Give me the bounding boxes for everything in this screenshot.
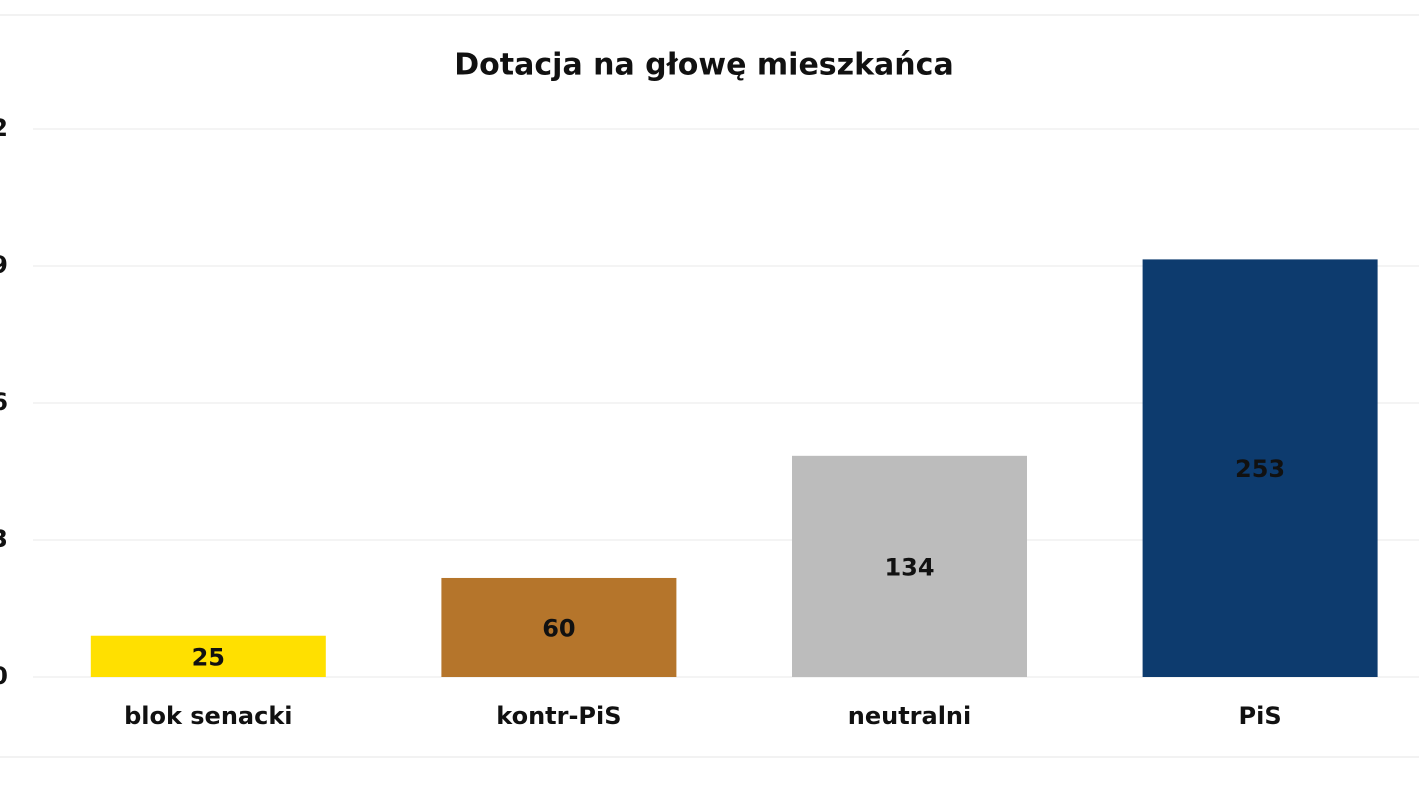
y-tick-label: 249	[0, 251, 8, 279]
value-label: 60	[542, 614, 575, 642]
bar	[441, 577, 677, 677]
y-tick-label: 332	[0, 114, 8, 142]
y-tick-label: 0	[0, 662, 8, 690]
x-tick-label: kontr-PiS	[496, 702, 621, 730]
value-label: 253	[1235, 455, 1285, 483]
y-tick-label: 166	[0, 388, 8, 416]
bar	[90, 635, 326, 677]
x-tick-label: blok senacki	[124, 702, 292, 730]
bar	[792, 455, 1027, 677]
value-label: 25	[192, 643, 225, 671]
x-tick-label: neutralni	[848, 702, 972, 730]
value-label: 134	[884, 553, 934, 581]
y-tick-label: 83	[0, 525, 8, 553]
chart-title: Dotacja na głowę mieszkańca	[454, 48, 953, 83]
bar	[1142, 259, 1378, 677]
x-tick-label: PiS	[1239, 702, 1282, 730]
